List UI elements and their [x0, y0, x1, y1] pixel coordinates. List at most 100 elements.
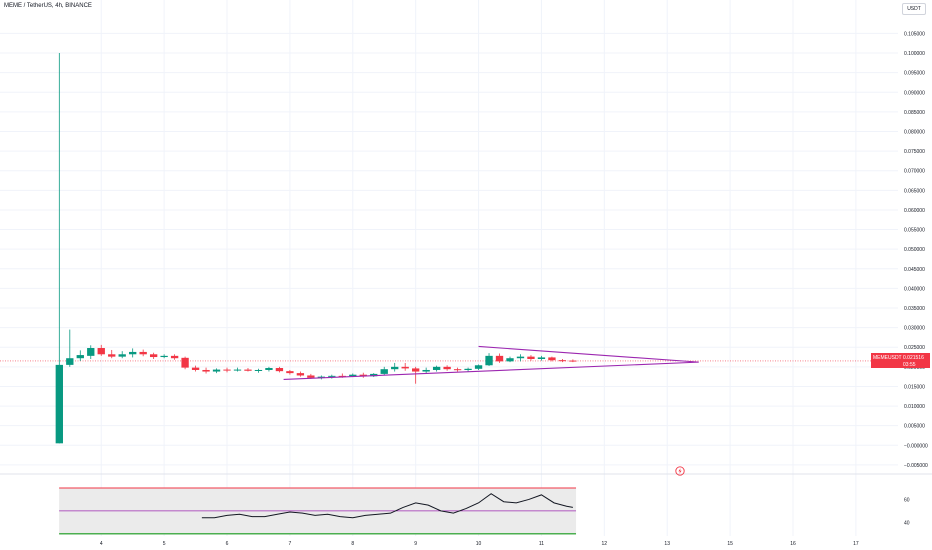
- candle-body: [548, 357, 556, 361]
- candle-body: [118, 354, 126, 357]
- candle-body: [422, 369, 430, 372]
- price-tick-label: 0.105000: [904, 31, 925, 37]
- symbol-title[interactable]: MEME / TetherUS, 4h, BINANCE: [4, 3, 92, 9]
- candle-body: [66, 358, 74, 365]
- currency-button[interactable]: USDT: [902, 3, 926, 15]
- triangle-pattern[interactable]: [283, 345, 699, 380]
- candle-body: [129, 351, 137, 355]
- candle-body: [370, 373, 378, 377]
- time-tick-label: 15: [727, 541, 733, 547]
- candle-body: [558, 360, 567, 362]
- tradingview-logo-icon[interactable]: [675, 466, 685, 476]
- price-tag-countdown: 03:55: [903, 362, 916, 368]
- price-tick-label: 0.070000: [904, 169, 925, 175]
- price-tick-label: 0.030000: [904, 326, 925, 332]
- time-tick-label: 10: [476, 541, 482, 547]
- candle-body: [254, 369, 263, 371]
- rsi-pane: [59, 487, 577, 535]
- time-tick-label: 9: [414, 541, 417, 547]
- candle-body: [474, 365, 483, 369]
- candle-body: [359, 374, 367, 377]
- candle-body: [244, 369, 252, 371]
- candle-body: [527, 356, 535, 359]
- time-tick-label: 11: [539, 541, 544, 547]
- candle-body: [495, 355, 504, 362]
- candle-body: [432, 366, 441, 370]
- price-tick-label: 0.075000: [904, 149, 925, 155]
- candle-body: [108, 354, 116, 357]
- candle-body: [338, 375, 346, 377]
- candle-body: [97, 348, 105, 355]
- time-tick-label: 4: [100, 541, 103, 547]
- time-axis[interactable]: 4 5 6 7 8 9 10 11 12 13 15 16 17: [100, 541, 859, 547]
- candle-body: [233, 369, 242, 371]
- candle-body: [464, 368, 472, 370]
- candle-body: [286, 371, 294, 374]
- rsi-axis: 60 40: [904, 497, 910, 526]
- price-tag-value: 0.021516: [903, 355, 924, 361]
- candle-body: [296, 373, 305, 376]
- candle-body: [76, 355, 84, 359]
- price-tick-label: 0.040000: [904, 286, 925, 292]
- price-tick-label: 0.025000: [904, 345, 925, 351]
- price-tick-label: 0.005000: [904, 424, 925, 430]
- price-tick-label: 0.080000: [904, 129, 925, 135]
- time-tick-label: 5: [163, 541, 166, 547]
- price-tick-label: 0.100000: [904, 51, 925, 57]
- price-tick-label: −0.000000: [904, 443, 928, 449]
- rsi-tick-label: 60: [904, 497, 910, 503]
- candle-body: [516, 356, 525, 359]
- price-tick-label: 0.045000: [904, 267, 925, 273]
- candle-body: [307, 375, 315, 378]
- rsi-series: [201, 493, 573, 519]
- price-tick-label: 0.090000: [904, 90, 925, 96]
- candle-body: [87, 348, 95, 356]
- price-tick-label: 0.035000: [904, 306, 925, 312]
- triangle-lower-line: [283, 361, 699, 380]
- triangle-upper-line: [478, 345, 699, 363]
- price-tick-label: 0.010000: [904, 404, 925, 410]
- candle-body: [485, 355, 493, 366]
- price-tick-label: 0.095000: [904, 71, 925, 77]
- price-tag-symbol: MEMEUSDT: [873, 355, 902, 361]
- candle-body: [149, 354, 158, 358]
- rsi-tick-label: 40: [904, 520, 910, 526]
- time-tick-label: 17: [853, 541, 859, 547]
- candle-body: [170, 355, 179, 359]
- price-tick-label: 0.050000: [904, 247, 925, 253]
- candle-body: [139, 351, 147, 355]
- candle-body: [537, 357, 546, 359]
- candle-body: [212, 369, 221, 372]
- price-tick-label: 0.055000: [904, 228, 925, 234]
- candle-body: [265, 368, 273, 370]
- candle-body: [443, 366, 451, 370]
- last-price-tag: MEMEUSDT 0.021516 03:55: [871, 353, 930, 368]
- price-tick-label: 0.060000: [904, 208, 925, 214]
- candle-body: [412, 368, 420, 372]
- time-tick-label: 8: [351, 541, 354, 547]
- price-axis[interactable]: 0.105000 0.100000 0.095000 0.090000 0.085000…: [904, 31, 928, 468]
- candle-body: [202, 369, 210, 372]
- price-grid: [0, 0, 932, 536]
- candle-body: [506, 358, 514, 362]
- price-tick-label: 0.015000: [904, 384, 925, 390]
- candle-body: [453, 369, 462, 371]
- candle-body: [317, 376, 326, 378]
- time-tick-label: 16: [790, 541, 796, 547]
- candle-body: [275, 368, 284, 372]
- time-tick-label: 6: [226, 541, 229, 547]
- candle-body: [349, 374, 357, 377]
- price-tick-label: 0.065000: [904, 188, 925, 194]
- rsi-line: [201, 493, 573, 519]
- time-tick-label: 12: [602, 541, 608, 547]
- candle-body: [223, 369, 231, 371]
- candle-body: [380, 369, 388, 374]
- time-tick-label: 7: [289, 541, 292, 547]
- candle-body: [55, 364, 63, 444]
- candle-body: [191, 367, 200, 370]
- price-tick-label: 0.085000: [904, 110, 925, 116]
- candles: [55, 53, 577, 444]
- candle-body: [401, 366, 409, 369]
- candle-body: [328, 375, 336, 377]
